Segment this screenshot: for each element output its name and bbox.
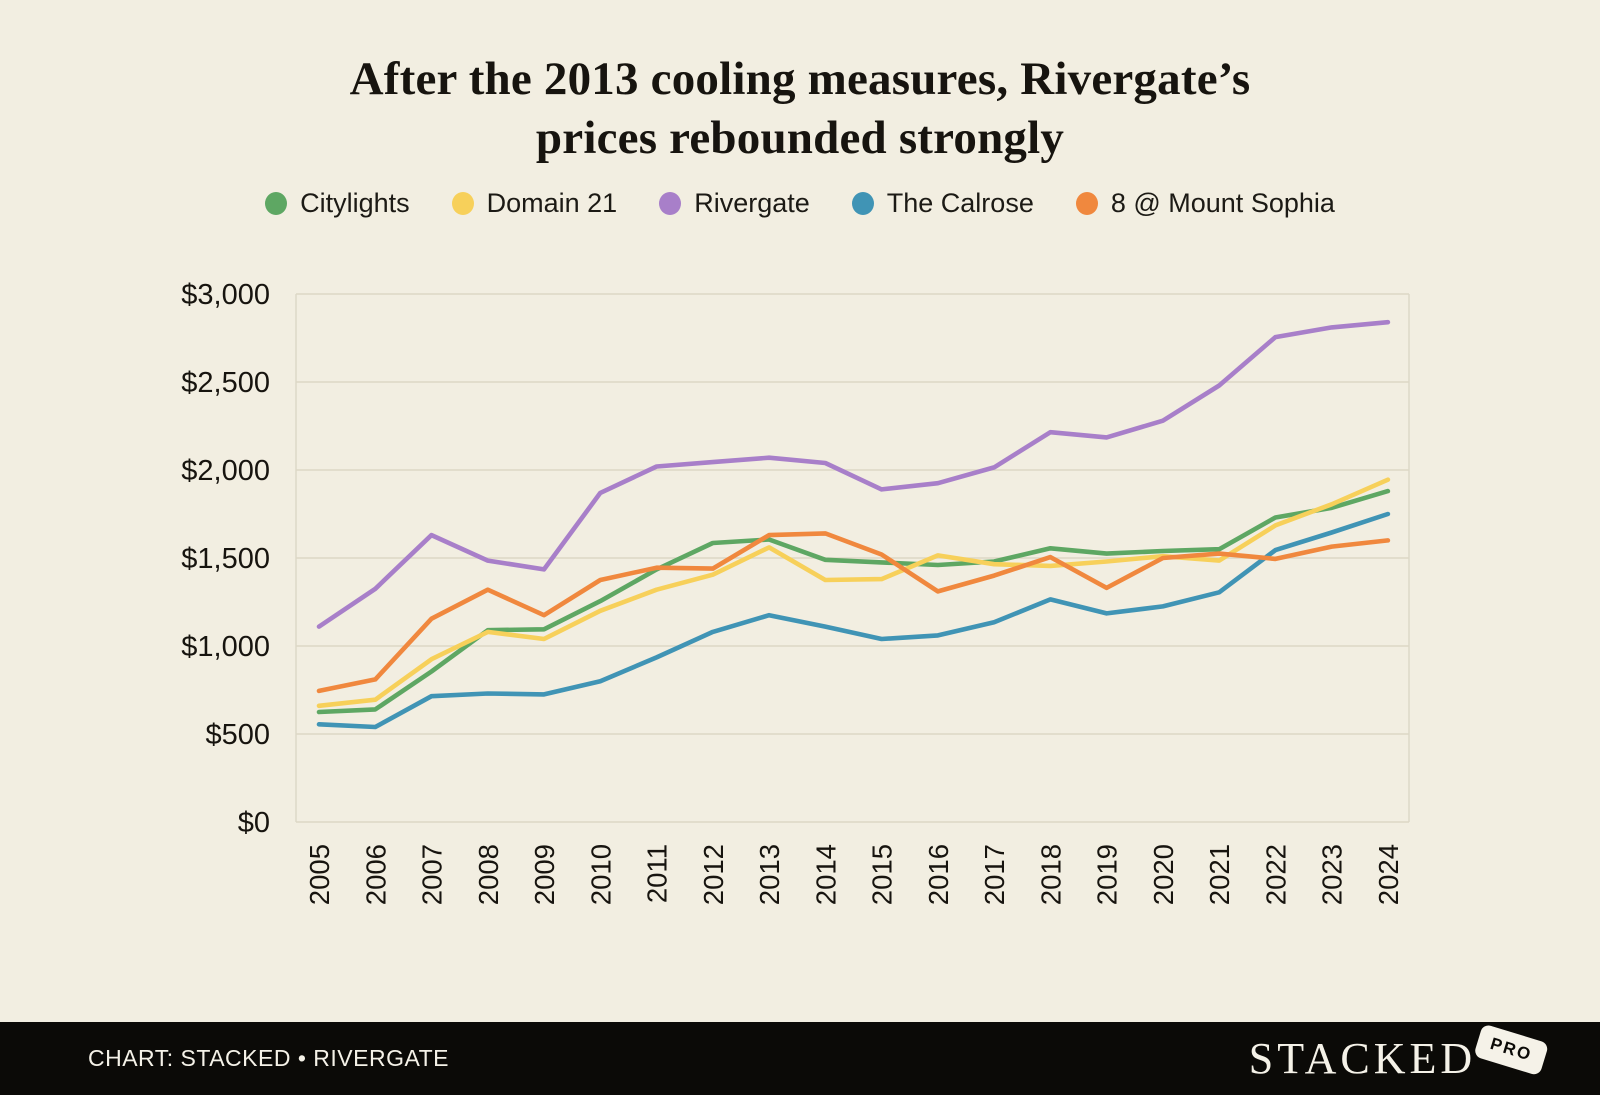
x-axis-tick: 2010 <box>585 844 616 905</box>
y-axis-tick: $0 <box>238 807 270 839</box>
legend-dot <box>659 192 682 215</box>
legend-dot <box>1075 192 1098 215</box>
y-axis-tick: $2,000 <box>181 455 270 487</box>
x-axis-tick: 2016 <box>923 844 954 905</box>
x-axis-tick: 2012 <box>698 844 729 905</box>
x-axis-tick: 2018 <box>1035 844 1066 905</box>
x-axis-tick: 2017 <box>979 844 1010 905</box>
line-citylights <box>316 488 1391 715</box>
line-domain-21 <box>316 477 1391 709</box>
x-axis-tick: 2023 <box>1317 844 1348 905</box>
x-axis-tick: 2006 <box>360 844 391 905</box>
legend-dot <box>265 192 288 215</box>
stacked-logo: STACKED PRO <box>1248 1022 1550 1084</box>
x-axis-tick: 2019 <box>1092 844 1123 905</box>
x-axis-tick: 2009 <box>529 844 560 905</box>
y-axis-tick: $3,000 <box>181 279 270 311</box>
line-8-mount-sophia <box>316 531 1391 694</box>
legend-label: Citylights <box>300 188 410 218</box>
x-axis-tick: 2022 <box>1260 844 1291 905</box>
legend-item-citylights: Citylights <box>265 188 410 219</box>
y-axis-tick: $1,500 <box>181 543 270 575</box>
pro-badge: PRO <box>1473 1022 1550 1076</box>
legend-label: Domain 21 <box>486 188 618 218</box>
y-axis-tick: $1,000 <box>181 631 270 663</box>
chart-title-line2: prices rebounded strongly <box>535 112 1065 164</box>
chart-title: After the 2013 cooling measures, Riverga… <box>0 50 1600 168</box>
legend-dot <box>451 192 474 215</box>
legend-label: 8 @ Mount Sophia <box>1110 188 1335 218</box>
legend-item-8-mount-sophia: 8 @ Mount Sophia <box>1075 188 1335 219</box>
x-axis-tick: 2011 <box>642 844 673 903</box>
x-axis-tick: 2020 <box>1148 844 1179 905</box>
line-the-calrose <box>316 511 1391 730</box>
footer: CHART: STACKED • RIVERGATE STACKED PRO <box>0 1022 1600 1095</box>
x-axis-tick: 2008 <box>473 844 504 905</box>
x-axis-tick: 2013 <box>754 844 785 905</box>
legend-label: Rivergate <box>694 188 810 218</box>
legend-label: The Calrose <box>886 188 1034 218</box>
y-axis-tick: $500 <box>205 719 270 751</box>
stacked-wordmark: STACKED <box>1248 1034 1477 1083</box>
legend: Citylights Domain 21 Rivergate The Calrose 8… <box>0 188 1600 219</box>
footer-credit: CHART: STACKED • RIVERGATE <box>88 1045 449 1071</box>
legend-item-rivergate: Rivergate <box>659 188 810 219</box>
x-axis-tick: 2014 <box>810 844 841 905</box>
chart-title-line1: After the 2013 cooling measures, Riverga… <box>349 53 1251 105</box>
y-axis-tick: $2,500 <box>181 367 270 399</box>
x-axis-tick: 2007 <box>417 844 448 905</box>
x-axis-tick: 2005 <box>304 844 335 905</box>
x-axis-tick: 2024 <box>1373 844 1404 905</box>
legend-item-domain-21: Domain 21 <box>451 188 618 219</box>
x-axis-tick: 2015 <box>867 844 898 905</box>
x-axis-tick: 2021 <box>1204 844 1235 905</box>
line-rivergate <box>316 319 1391 629</box>
legend-dot <box>851 192 874 215</box>
legend-item-the-calrose: The Calrose <box>851 188 1034 219</box>
